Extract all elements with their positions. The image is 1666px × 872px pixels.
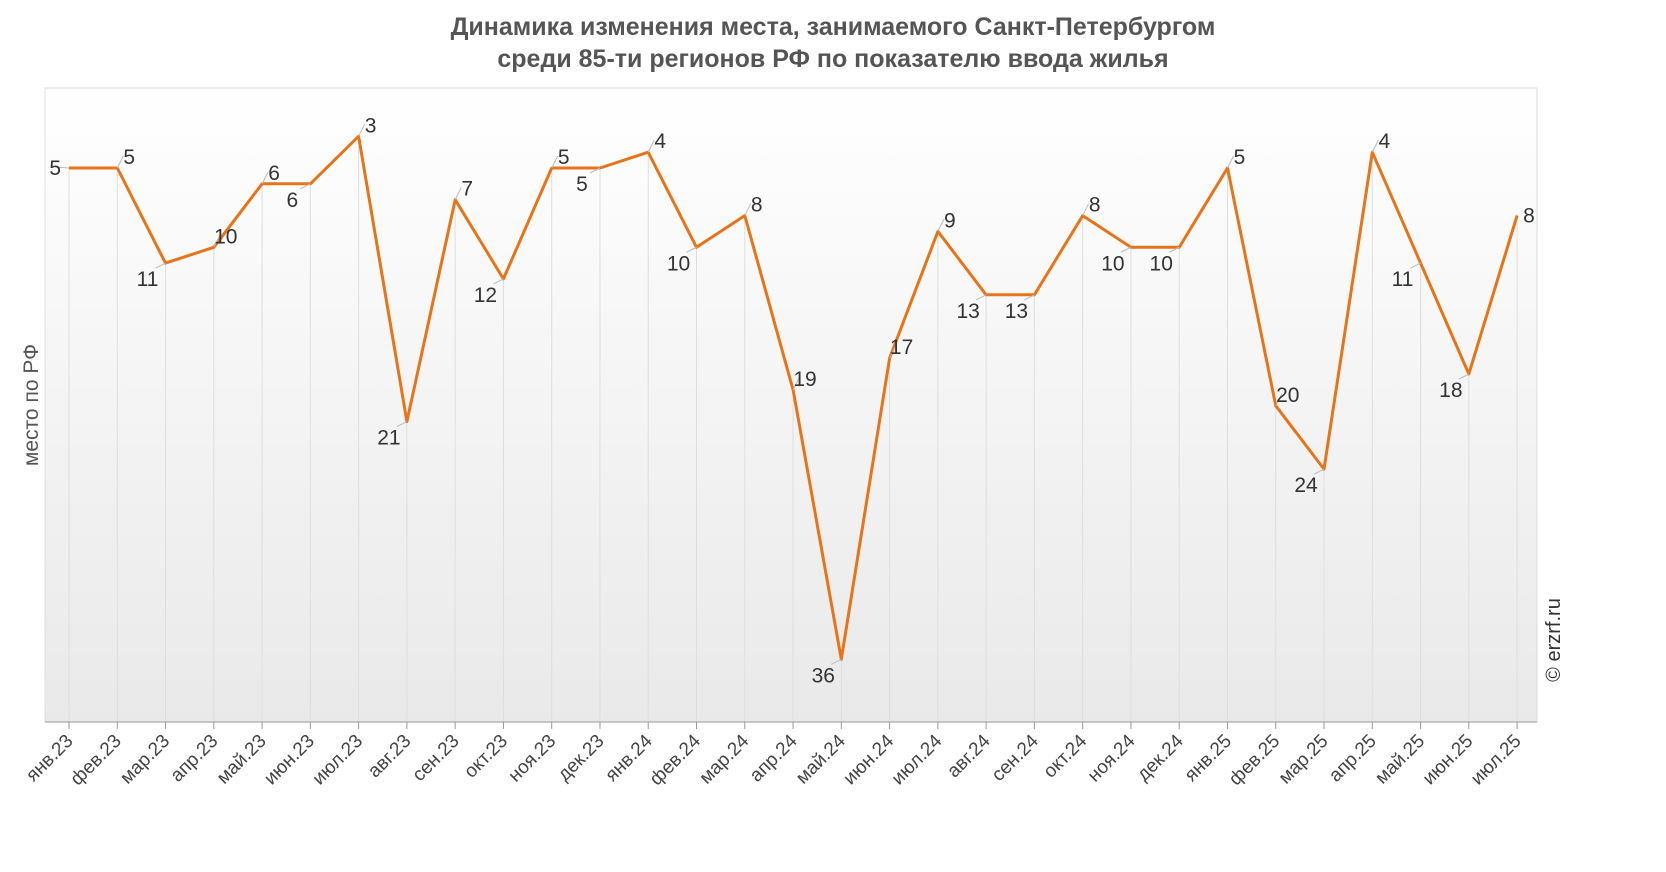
data-label: 10 bbox=[214, 225, 237, 248]
data-label: 24 bbox=[1294, 474, 1318, 497]
x-tick-label: ноя.23 bbox=[505, 731, 561, 787]
data-label: 4 bbox=[654, 130, 666, 153]
data-label: 6 bbox=[287, 189, 299, 212]
data-label: 8 bbox=[1089, 194, 1101, 217]
data-label-connector bbox=[1227, 155, 1234, 169]
data-label: 6 bbox=[268, 162, 280, 185]
data-label-connector bbox=[1120, 246, 1132, 253]
data-label-connector bbox=[975, 294, 987, 301]
data-label: 36 bbox=[812, 664, 835, 687]
data-label-connector bbox=[1458, 373, 1470, 380]
data-label: 20 bbox=[1276, 384, 1299, 407]
data-label: 4 bbox=[1378, 130, 1390, 153]
plot-area bbox=[44, 87, 1538, 723]
data-label: 10 bbox=[1150, 252, 1173, 275]
data-label-connector bbox=[792, 377, 800, 391]
data-label-connector bbox=[889, 345, 897, 359]
data-label-connector bbox=[358, 124, 366, 137]
data-label: 8 bbox=[751, 194, 763, 217]
x-tick-label: мар.24 bbox=[696, 730, 754, 788]
x-tick-label: окт.24 bbox=[1040, 730, 1092, 782]
data-label: 7 bbox=[461, 178, 473, 201]
data-label-connector bbox=[454, 187, 462, 200]
grid-lines bbox=[68, 136, 1518, 722]
data-label: 11 bbox=[1392, 268, 1414, 291]
data-label: 19 bbox=[793, 368, 816, 391]
data-label: 5 bbox=[558, 146, 570, 169]
data-label: 5 bbox=[49, 157, 61, 180]
data-label: 12 bbox=[474, 284, 497, 307]
data-label: 8 bbox=[1523, 205, 1535, 228]
data-label-connector bbox=[686, 246, 697, 253]
data-label-connector bbox=[1371, 139, 1379, 153]
data-label-connector bbox=[213, 235, 221, 248]
x-tick-label: апр.24 bbox=[746, 730, 802, 786]
data-label-connector bbox=[396, 421, 408, 428]
watermark: © erzrf.ru bbox=[1543, 598, 1565, 682]
data-label-connector bbox=[744, 203, 752, 216]
x-tick-label: сен.23 bbox=[409, 731, 464, 786]
data-label: 13 bbox=[1005, 300, 1028, 323]
data-label-connector bbox=[116, 155, 124, 169]
data-label-connector bbox=[831, 658, 842, 665]
x-tick-label: июн.23 bbox=[260, 731, 319, 790]
x-tick-label: дек.23 bbox=[554, 731, 609, 786]
data-label-connector bbox=[1082, 203, 1090, 216]
data-label-connector bbox=[1410, 262, 1421, 269]
x-tick-label: окт.23 bbox=[460, 731, 512, 783]
x-tick-label: май.23 bbox=[213, 731, 271, 789]
data-label-connector bbox=[261, 171, 269, 185]
data-label-connector bbox=[1313, 468, 1325, 475]
data-label: 17 bbox=[890, 336, 913, 359]
data-label-connector bbox=[155, 262, 166, 269]
x-tick-label: ноя.24 bbox=[1084, 730, 1140, 786]
x-tick-label: июн.24 bbox=[840, 730, 899, 789]
data-label: 18 bbox=[1439, 379, 1462, 402]
data-label-connector bbox=[1168, 246, 1180, 253]
x-tick-label: апр.23 bbox=[167, 731, 223, 787]
data-label: 11 bbox=[137, 268, 159, 291]
data-label: 5 bbox=[576, 173, 588, 196]
x-tick-label: авг.23 bbox=[364, 731, 415, 782]
data-label-connector bbox=[937, 219, 945, 232]
x-axis-labels: янв.23фев.23мар.23апр.23май.23июн.23июл.… bbox=[22, 730, 1525, 790]
x-tick-label: мар.23 bbox=[116, 731, 174, 789]
data-label: 13 bbox=[956, 300, 979, 323]
data-label-connector bbox=[589, 167, 601, 174]
x-tick-label: июл.23 bbox=[308, 731, 367, 790]
x-tick-label: апр.25 bbox=[1325, 731, 1381, 787]
data-label-connector bbox=[493, 278, 504, 285]
data-label: 10 bbox=[1101, 252, 1124, 275]
x-tick-label: июл.24 bbox=[888, 730, 947, 789]
data-label-connector bbox=[300, 183, 311, 190]
x-tick-label: май.24 bbox=[792, 730, 850, 788]
data-label: 5 bbox=[1234, 146, 1246, 169]
data-label: 5 bbox=[123, 146, 135, 169]
x-tick-label: фев.24 bbox=[646, 730, 705, 789]
x-tick-label: авг.24 bbox=[943, 730, 995, 782]
x-axis-ticks bbox=[68, 722, 1518, 729]
chart-subtitle: среди 85-ти регионов РФ по показателю вв… bbox=[497, 45, 1168, 73]
data-label-connector bbox=[54, 166, 70, 169]
chart-title: Динамика изменения места, занимаемого Са… bbox=[451, 13, 1216, 41]
y-axis-label: место по РФ bbox=[20, 344, 43, 466]
data-label-connector bbox=[551, 155, 559, 169]
data-label-connector bbox=[647, 139, 655, 153]
x-tick-label: фев.25 bbox=[1225, 731, 1284, 790]
x-tick-label: май.25 bbox=[1371, 731, 1429, 789]
data-label: 10 bbox=[667, 252, 690, 275]
x-tick-label: дек.24 bbox=[1133, 730, 1188, 785]
x-tick-label: фев.23 bbox=[67, 731, 126, 790]
data-label: 21 bbox=[377, 427, 400, 450]
x-tick-label: июн.25 bbox=[1419, 731, 1478, 790]
data-label: 9 bbox=[944, 209, 956, 232]
data-label: 3 bbox=[365, 114, 377, 137]
data-label-connector bbox=[1275, 393, 1283, 406]
data-label-connector bbox=[1024, 294, 1035, 301]
x-tick-label: сен.24 bbox=[988, 730, 1043, 785]
x-tick-label: мар.25 bbox=[1275, 731, 1333, 789]
x-tick-label: июл.25 bbox=[1467, 731, 1526, 790]
